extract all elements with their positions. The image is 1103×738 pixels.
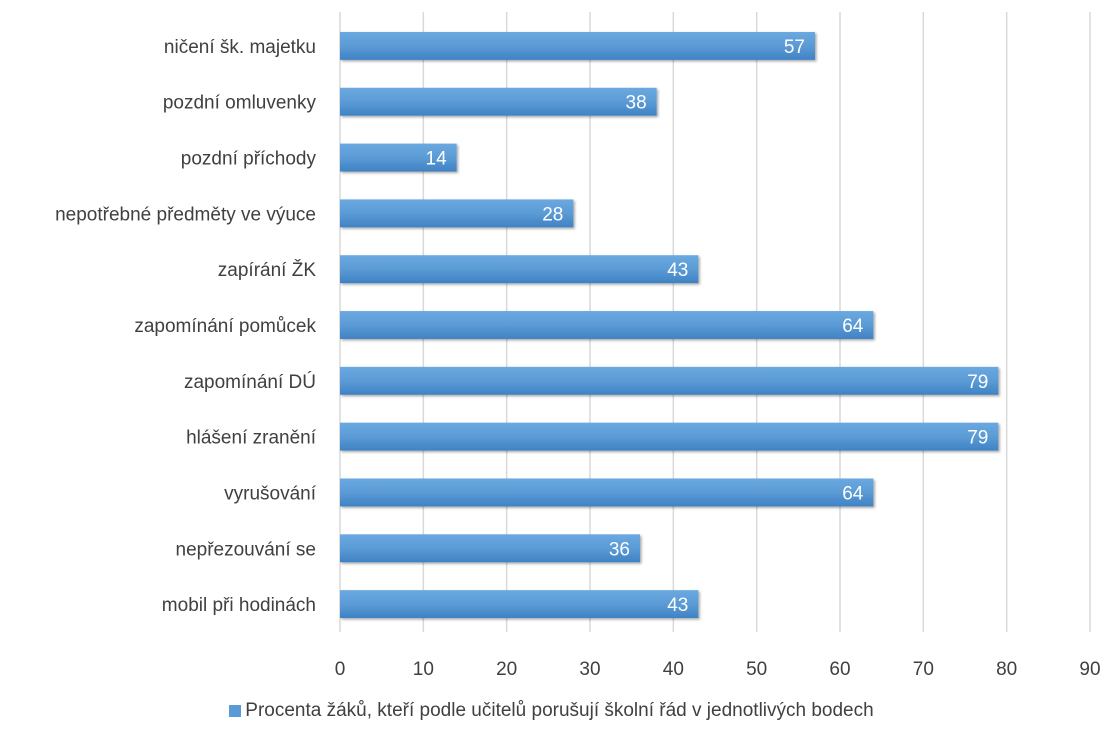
bar <box>340 422 999 451</box>
data-label: 36 <box>609 539 630 560</box>
x-axis-ticks: 0 10 20 30 40 50 60 70 80 90 <box>335 659 1101 680</box>
data-label: 57 <box>784 37 805 58</box>
bar <box>340 534 640 563</box>
x-tick-label: 70 <box>913 659 934 680</box>
data-label: 79 <box>967 428 988 449</box>
category-label: hlášení zranění <box>186 428 317 449</box>
category-label: zapírání ŽK <box>218 259 317 281</box>
x-tick-label: 90 <box>1079 659 1100 680</box>
bar <box>340 87 657 116</box>
bar <box>340 311 874 339</box>
x-tick-label: 20 <box>496 659 517 680</box>
category-label: mobil při hodinách <box>162 595 316 616</box>
data-label: 14 <box>426 149 448 170</box>
bar <box>340 199 574 228</box>
legend-label: Procenta žáků, kteří podle učitelů poruš… <box>245 700 874 721</box>
data-label: 38 <box>626 93 647 114</box>
bar <box>340 478 874 507</box>
category-label: nepotřebné předměty ve výuce <box>55 204 316 225</box>
bar <box>340 143 457 172</box>
data-label: 43 <box>667 595 688 616</box>
category-label: pozdní omluvenky <box>163 93 317 114</box>
x-tick-label: 60 <box>829 659 850 680</box>
data-label: 64 <box>842 483 864 504</box>
data-label: 79 <box>967 372 988 393</box>
data-labels: 57 38 14 28 43 64 79 79 64 36 43 <box>426 37 989 616</box>
x-tick-label: 10 <box>413 659 434 680</box>
legend: Procenta žáků, kteří podle učitelů poruš… <box>0 700 1103 723</box>
category-label: vyrušování <box>224 483 317 504</box>
category-label: pozdní příchody <box>181 149 317 170</box>
data-label: 28 <box>542 204 563 225</box>
legend-swatch <box>229 705 242 717</box>
x-tick-label: 0 <box>335 659 346 680</box>
x-tick-label: 40 <box>663 659 684 680</box>
bar <box>340 366 999 395</box>
category-labels: ničení šk. majetku pozdní omluvenky pozdní… <box>55 37 317 616</box>
x-tick-label: 80 <box>996 659 1017 680</box>
bar <box>340 31 815 60</box>
bars <box>340 31 999 619</box>
x-tick-label: 50 <box>746 659 767 680</box>
x-tick-label: 30 <box>579 659 600 680</box>
category-label: zapomínání DÚ <box>184 371 316 393</box>
bar <box>340 255 699 284</box>
category-label: ničení šk. majetku <box>164 37 316 58</box>
data-label: 64 <box>842 316 864 337</box>
bar <box>340 590 699 619</box>
category-label: nepřezouvání se <box>176 539 317 560</box>
data-label: 43 <box>667 260 688 281</box>
category-label: zapomínání pomůcek <box>134 316 316 337</box>
